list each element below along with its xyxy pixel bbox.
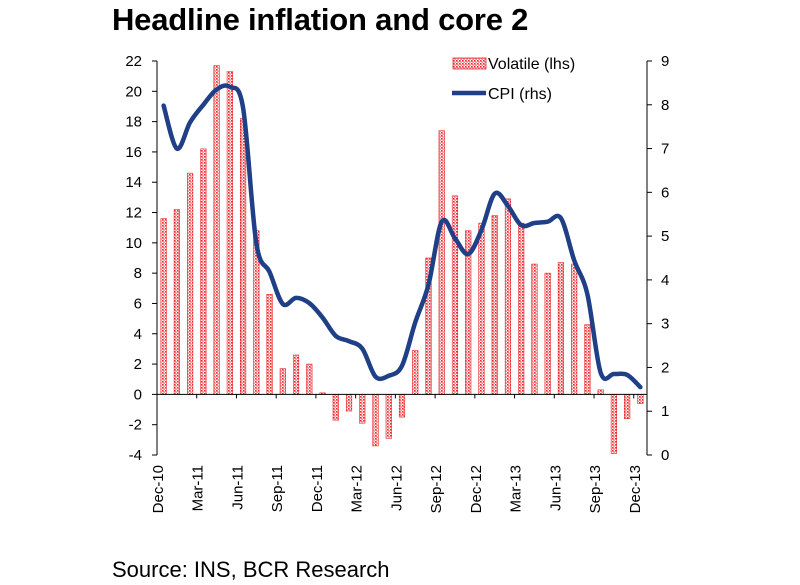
bar-17 [385, 394, 392, 439]
x-tick-label: Dec-13 [627, 465, 644, 513]
left-tick-label: 8 [134, 265, 142, 282]
right-tick-label: 6 [661, 184, 669, 201]
line-series-cpi [161, 83, 643, 390]
bar-1 [173, 209, 180, 395]
right-tick-label: 4 [661, 272, 669, 289]
left-tick-label: 10 [125, 235, 142, 252]
bar-13 [332, 394, 339, 421]
bar-26 [504, 198, 512, 395]
right-tick-label: 1 [661, 403, 669, 420]
x-tick-label: Dec-12 [468, 465, 485, 513]
bar-27 [518, 222, 525, 395]
bar-2 [187, 172, 194, 395]
right-tick-label: 8 [661, 97, 669, 114]
x-tick-label: Sep-11 [269, 465, 286, 512]
bar-0 [160, 218, 167, 395]
x-tick-label: Sep-12 [428, 465, 445, 513]
x-tick-label: Mar-13 [508, 465, 525, 513]
x-tick-label: Jun-11 [229, 465, 246, 510]
bar-21 [438, 130, 445, 395]
bar-11 [306, 363, 313, 395]
legend-label-volatile: Volatile (lhs) [488, 56, 575, 73]
bar-8 [266, 294, 273, 395]
left-tick-label: 16 [125, 144, 142, 161]
bar-24 [478, 222, 485, 395]
bar-22 [451, 195, 459, 395]
x-tick-label: Dec-11 [309, 465, 326, 512]
bar-15 [359, 394, 366, 424]
bar-14 [345, 394, 353, 412]
left-tick-label: 0 [134, 386, 142, 403]
x-tick-label: Jun-12 [388, 465, 405, 511]
bar-18 [398, 394, 406, 418]
left-tick-label: 12 [125, 205, 142, 222]
right-tick-label: 7 [661, 141, 669, 158]
left-tick-label: 6 [134, 295, 142, 312]
left-tick-label: -2 [129, 417, 142, 434]
bar-series-volatile [160, 65, 644, 454]
bar-10 [292, 354, 300, 395]
right-tick-label: 5 [661, 228, 669, 245]
bar-32 [584, 324, 591, 395]
left-tick-label: 14 [125, 174, 142, 191]
bar-19 [412, 350, 419, 395]
bar-30 [557, 262, 564, 395]
bar-31 [571, 263, 578, 395]
right-tick-label: 2 [661, 359, 669, 376]
bar-25 [491, 215, 498, 395]
left-tick-label: -4 [129, 447, 142, 464]
x-tick-label: Sep-13 [587, 465, 604, 513]
x-tick-label: Jun-13 [547, 465, 564, 511]
bar-34 [610, 394, 617, 454]
x-tick-label: Mar-11 [190, 465, 207, 511]
bar-36 [637, 394, 644, 404]
right-tick-label: 0 [661, 447, 669, 464]
left-tick-label: 20 [125, 83, 142, 100]
bar-6 [240, 118, 247, 395]
legend-swatch-volatile [452, 57, 487, 70]
x-tick-label: Mar-12 [349, 465, 366, 513]
bar-16 [372, 394, 379, 447]
left-tick-label: 18 [125, 114, 142, 131]
bar-4 [213, 65, 220, 395]
bar-35 [624, 394, 631, 419]
bar-9 [279, 368, 286, 395]
left-tick-label: 4 [134, 326, 142, 343]
left-tick-label: 22 [125, 53, 142, 70]
source-note: Source: INS, BCR Research [112, 557, 390, 582]
bar-3 [200, 148, 207, 395]
bar-28 [531, 263, 538, 395]
left-tick-label: 2 [134, 356, 142, 373]
chart-title: Headline inflation and core 2 [112, 2, 529, 37]
right-tick-label: 9 [661, 53, 669, 70]
bar-33 [597, 389, 604, 395]
x-tick-label: Dec-10 [150, 465, 167, 513]
chart-legend: Volatile (lhs) CPI (rhs) [452, 56, 575, 103]
legend-label-cpi: CPI (rhs) [488, 86, 552, 103]
cpi-line [161, 83, 643, 390]
right-tick-label: 3 [661, 316, 669, 333]
bar-5 [226, 71, 233, 395]
bar-29 [544, 272, 551, 395]
